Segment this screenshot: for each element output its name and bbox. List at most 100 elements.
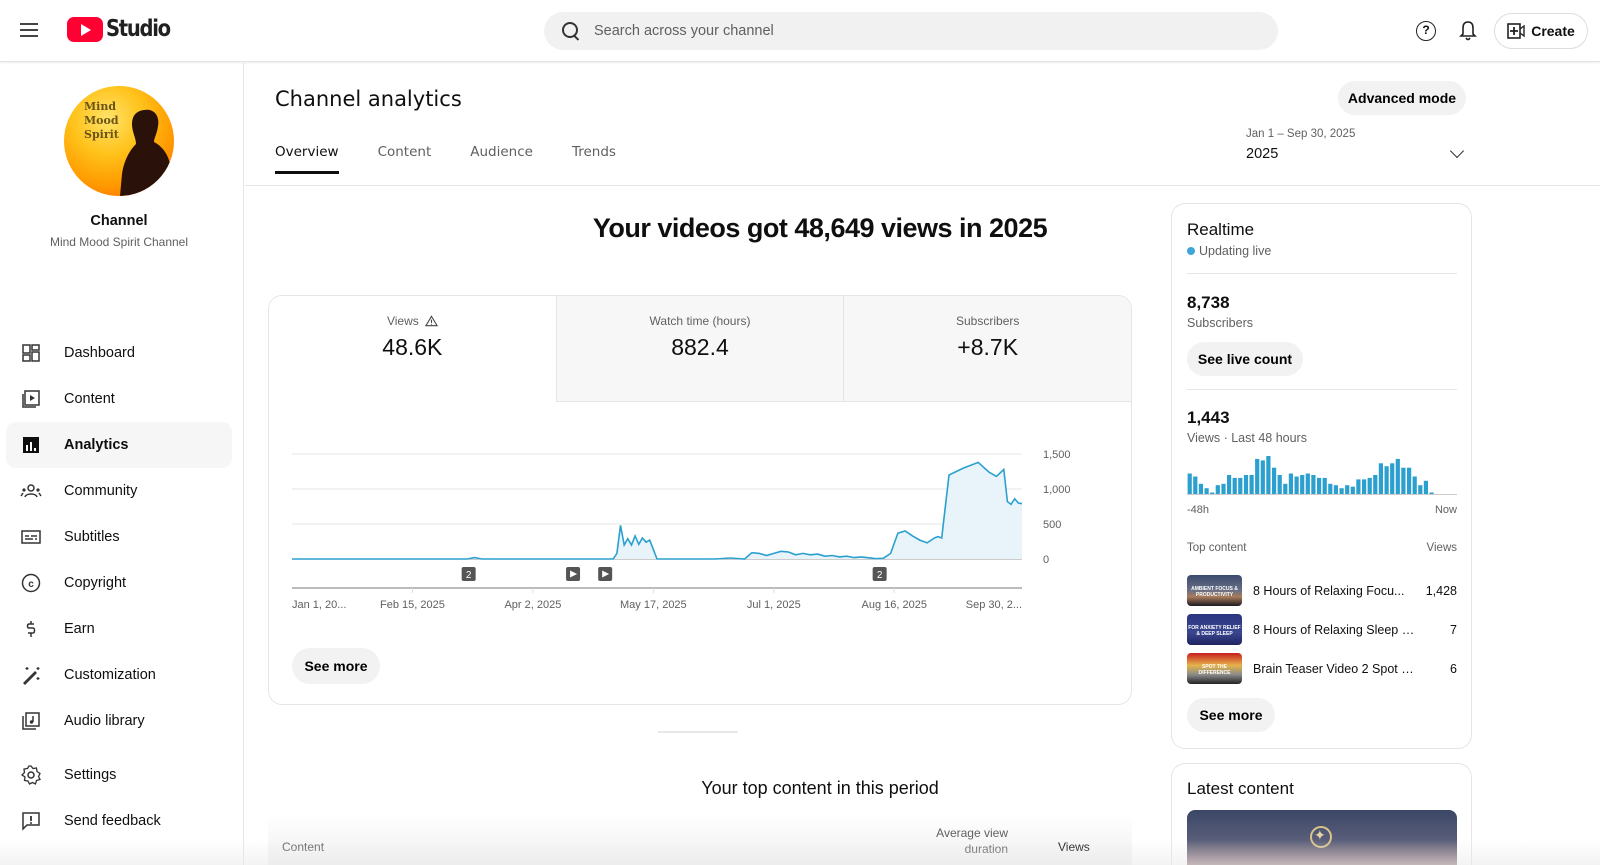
tab-content[interactable]: Content [377, 144, 432, 160]
sidebar-nav: Dashboard Content Analytics Community Su… [6, 330, 232, 744]
sidebar-item-content[interactable]: Content [6, 376, 232, 422]
create-button[interactable]: Create [1494, 13, 1588, 49]
realtime-card: Realtime Updating live 8,738 Subscribers… [1171, 203, 1472, 749]
sidebar-item-label: Copyright [64, 575, 127, 591]
analytics-icon [23, 437, 39, 453]
svg-text:0: 0 [1043, 554, 1049, 566]
app-name: Studio [106, 16, 171, 42]
search-bar[interactable] [544, 12, 1278, 50]
video-views: 7 [1450, 622, 1457, 637]
section-divider [658, 731, 738, 733]
latest-content-card: Latest content [1171, 763, 1472, 865]
sidebar-item-label: Analytics [64, 437, 129, 453]
sidebar-item-subtitles[interactable]: Subtitles [6, 514, 232, 560]
sidebar-item-label: Subtitles [64, 529, 120, 545]
tab-overview[interactable]: Overview [275, 144, 339, 174]
sidebar-item-earn[interactable]: Earn [6, 606, 232, 652]
list-item[interactable]: FOR ANXIETY RELIEF & DEEP SLEEP 8 Hours … [1187, 610, 1457, 649]
sidebar-item-audio-library[interactable]: Audio library [6, 698, 232, 744]
latest-content-title: Latest content [1187, 779, 1294, 798]
tabs-divider [245, 185, 1600, 186]
date-range-sub: Jan 1 – Sep 30, 2025 [1246, 128, 1356, 140]
create-label: Create [1531, 23, 1575, 39]
video-views: 1,428 [1425, 583, 1457, 598]
sidebar-item-label: Earn [64, 621, 95, 637]
advanced-mode-button[interactable]: Advanced mode [1338, 81, 1466, 115]
column-header-views[interactable]: Views [1058, 840, 1090, 854]
menu-icon[interactable] [20, 19, 42, 41]
sidebar-item-label: Send feedback [64, 813, 161, 829]
live-dot-icon [1187, 247, 1195, 255]
page-title: Channel analytics [275, 87, 462, 111]
metric-tab-views[interactable]: Views 48.6K [269, 296, 556, 402]
channel-title: Channel [90, 213, 148, 229]
metric-tab-subscribers[interactable]: Subscribers +8.7K [843, 296, 1131, 402]
warning-icon[interactable] [424, 315, 438, 327]
svg-text:2: 2 [877, 570, 883, 581]
metric-label: Views [269, 314, 556, 328]
metric-value: +8.7K [957, 334, 1019, 360]
date-range-picker[interactable]: Jan 1 – Sep 30, 2025 2025 [1246, 128, 1468, 162]
sidebar-item-dashboard[interactable]: Dashboard [6, 330, 232, 376]
realtime-title: Realtime [1187, 220, 1255, 239]
svg-text:1,000: 1,000 [1043, 484, 1071, 496]
top-content-table-header: Content Average view duration Views [268, 813, 1132, 865]
realtime-see-more-button[interactable]: See more [1187, 698, 1275, 732]
see-live-count-button[interactable]: See live count [1187, 342, 1303, 376]
column-header-content[interactable]: Content [282, 840, 325, 854]
silhouette-image [120, 109, 170, 196]
realtime-top-content-header: Top content Views [1187, 542, 1457, 554]
video-thumbnail: SPOT THE DIFFERENCE [1187, 653, 1242, 684]
realtime-views-bar-chart[interactable] [1187, 454, 1457, 496]
realtime-status: Updating live [1187, 244, 1271, 258]
video-title: 8 Hours of Relaxing Sleep Mu... [1253, 622, 1417, 637]
create-video-icon [1507, 23, 1525, 39]
search-input[interactable] [594, 23, 1234, 39]
svg-text:2: 2 [466, 570, 472, 581]
divider [1187, 273, 1457, 274]
tab-trends[interactable]: Trends [571, 144, 616, 160]
sidebar-item-analytics[interactable]: Analytics [6, 422, 232, 468]
help-icon[interactable]: ? [1416, 21, 1436, 41]
sidebar-item-copyright[interactable]: c Copyright [6, 560, 232, 606]
compass-icon [1310, 826, 1332, 848]
sidebar-item-label: Community [64, 483, 138, 499]
bell-icon[interactable] [1458, 20, 1478, 42]
list-item[interactable]: SPOT THE DIFFERENCE Brain Teaser Video 2… [1187, 649, 1457, 688]
sidebar-item-community[interactable]: Community [6, 468, 232, 514]
svg-text:Apr 2, 2025: Apr 2, 2025 [504, 599, 561, 611]
metrics-card: Views 48.6K Watch time (hours) 882.4 Sub… [268, 295, 1132, 705]
copyright-icon: c [21, 573, 41, 593]
column-header-avg-view-duration[interactable]: Average view duration [936, 826, 1008, 856]
youtube-play-icon [67, 16, 103, 42]
list-item[interactable]: AMBIENT FOCUS & PRODUCTIVITY 8 Hours of … [1187, 571, 1457, 610]
youtube-studio-logo[interactable]: Studio [67, 16, 181, 42]
views-chart[interactable]: 0 500 1,000 1,500 2 2 Jan 1, 20... Feb 15, 2025… [292, 446, 1112, 626]
svg-text:Aug 16, 2025: Aug 16, 2025 [862, 599, 927, 611]
latest-video-thumbnail[interactable] [1187, 810, 1457, 865]
feedback-icon [22, 812, 40, 831]
realtime-top-content-list: AMBIENT FOCUS & PRODUCTIVITY 8 Hours of … [1187, 571, 1457, 688]
sidebar-item-settings[interactable]: Settings [6, 752, 232, 798]
sidebar-item-label: Customization [64, 667, 156, 683]
metric-label: Watch time (hours) [649, 314, 751, 328]
metric-value: 882.4 [671, 334, 729, 360]
sidebar-item-customization[interactable]: Customization [6, 652, 232, 698]
top-content-title: Your top content in this period [701, 778, 939, 798]
realtime-views-label: Views · Last 48 hours [1187, 431, 1307, 445]
main-content: Channel analytics Advanced mode Overview… [245, 63, 1600, 865]
video-thumbnail: FOR ANXIETY RELIEF & DEEP SLEEP [1187, 614, 1242, 645]
search-icon[interactable] [560, 20, 582, 42]
sidebar-item-label: Content [64, 391, 115, 407]
tab-audience[interactable]: Audience [470, 144, 533, 160]
metric-value: 48.6K [382, 334, 443, 360]
svg-text:Feb 15, 2025: Feb 15, 2025 [380, 599, 445, 611]
sidebar: Mind Mood Spirit Channel Mind Mood Spiri… [0, 63, 244, 865]
channel-avatar[interactable]: Mind Mood Spirit [64, 86, 174, 196]
sidebar-item-send-feedback[interactable]: Send feedback [6, 798, 232, 844]
svg-text:500: 500 [1043, 519, 1061, 531]
see-more-button[interactable]: See more [292, 648, 380, 684]
sidebar-item-label: Audio library [64, 713, 145, 729]
svg-text:c: c [28, 579, 34, 590]
metric-tab-watch-time[interactable]: Watch time (hours) 882.4 [555, 296, 844, 402]
